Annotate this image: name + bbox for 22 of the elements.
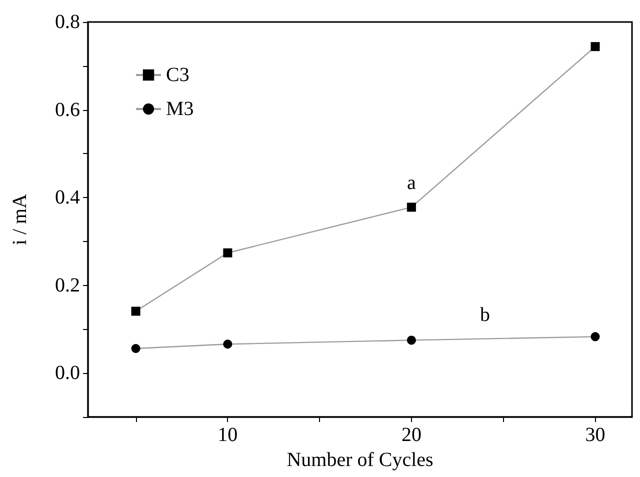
y-axis-title: i / mA — [9, 193, 31, 246]
y-tick-label: 0.4 — [55, 186, 80, 209]
legend-label: M3 — [166, 98, 194, 120]
legend-label: C3 — [166, 64, 190, 86]
x-tick-label: 10 — [218, 424, 238, 446]
annotation: b — [480, 304, 490, 326]
y-tick-label: 0.0 — [55, 362, 80, 384]
y-tick-label: 0.2 — [55, 274, 80, 296]
x-tick-label: 30 — [585, 424, 606, 446]
point — [406, 336, 416, 345]
point — [590, 42, 600, 52]
point — [131, 306, 140, 316]
point — [223, 340, 232, 349]
annotation: a — [407, 172, 416, 194]
point — [131, 344, 140, 354]
y-tick-label: 0.8 — [55, 11, 80, 33]
x-axis-title: Number of Cycles — [286, 448, 434, 471]
point — [406, 202, 416, 212]
point — [223, 248, 232, 258]
point — [590, 332, 600, 342]
y-tick-label: 0.6 — [55, 98, 80, 121]
x-tick-label: 20 — [401, 424, 422, 446]
